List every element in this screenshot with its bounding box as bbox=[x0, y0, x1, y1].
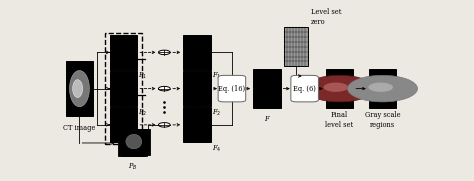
Bar bbox=[253, 69, 281, 108]
Ellipse shape bbox=[126, 134, 142, 149]
Text: CT image: CT image bbox=[63, 124, 96, 132]
Bar bbox=[326, 69, 353, 108]
FancyBboxPatch shape bbox=[291, 75, 319, 102]
Bar bbox=[110, 35, 137, 70]
Text: Gray scale
regions: Gray scale regions bbox=[365, 111, 401, 129]
Bar bbox=[105, 33, 142, 144]
Text: F: F bbox=[264, 115, 269, 123]
Bar bbox=[66, 61, 93, 117]
Bar bbox=[369, 69, 396, 108]
Text: Eq. (16): Eq. (16) bbox=[219, 85, 246, 93]
Bar bbox=[110, 108, 137, 142]
Text: P$_B$: P$_B$ bbox=[128, 162, 137, 172]
Text: F$_1$: F$_1$ bbox=[212, 71, 221, 81]
Ellipse shape bbox=[73, 80, 82, 98]
Bar bbox=[183, 71, 211, 106]
Text: P$_1$: P$_1$ bbox=[138, 71, 147, 81]
Bar bbox=[124, 129, 150, 155]
Text: Final
level set: Final level set bbox=[326, 111, 354, 129]
Text: Level set
zero: Level set zero bbox=[311, 8, 341, 26]
Text: F$_4$: F$_4$ bbox=[212, 144, 221, 154]
Bar bbox=[121, 129, 147, 156]
Circle shape bbox=[158, 123, 170, 127]
Circle shape bbox=[347, 75, 418, 102]
Circle shape bbox=[158, 50, 170, 55]
FancyBboxPatch shape bbox=[218, 75, 246, 102]
Bar bbox=[118, 130, 144, 156]
Bar bbox=[183, 108, 211, 142]
Ellipse shape bbox=[70, 70, 90, 107]
Text: P$_4$: P$_4$ bbox=[138, 144, 148, 154]
Bar bbox=[183, 35, 211, 70]
Bar bbox=[284, 27, 308, 66]
Text: P$_2$: P$_2$ bbox=[138, 108, 147, 118]
Circle shape bbox=[368, 83, 393, 92]
Circle shape bbox=[305, 75, 374, 102]
Circle shape bbox=[324, 83, 348, 92]
Bar bbox=[110, 71, 137, 106]
Circle shape bbox=[158, 86, 170, 91]
Text: F$_2$: F$_2$ bbox=[212, 108, 221, 118]
Text: Eq. (6): Eq. (6) bbox=[293, 85, 316, 93]
